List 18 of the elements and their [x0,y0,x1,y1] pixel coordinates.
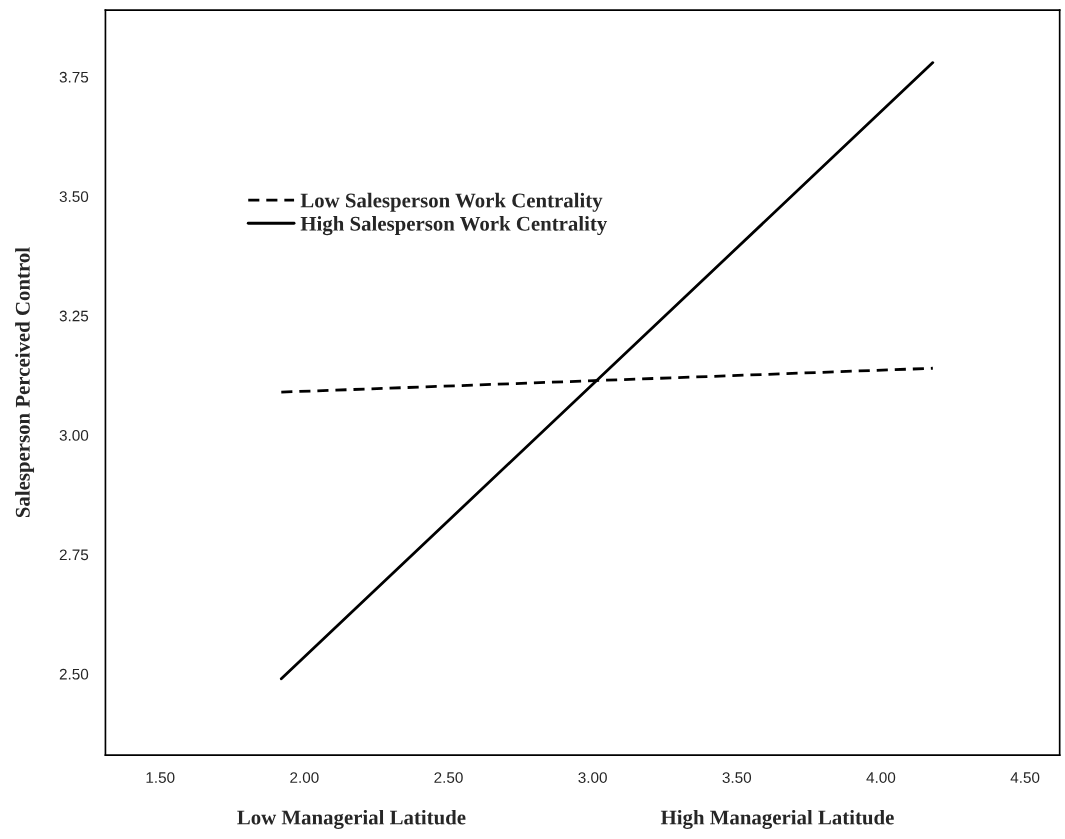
x-tick-label: 4.00 [866,772,896,783]
y-tick-label: 3.50 [59,191,89,203]
text: Low Managerial Latitude [237,809,466,829]
y-tick-label: 3.75 [59,71,89,83]
y-axis-title: Salesperson Perceived Control [15,247,35,518]
x-tick-label: 2.50 [434,772,463,783]
x-tick-label: 4.50 [1010,772,1040,783]
y-tick-label: 3.00 [59,429,89,441]
y-tick-label: 2.50 [59,668,89,680]
x-tick-label: 1.50 [146,772,175,783]
legend-label: Low Salesperson Work Centrality [300,192,603,212]
y-tick-label: 2.75 [59,549,89,561]
y-tick-label: 3.25 [59,310,89,322]
x-tick-label: 3.00 [578,772,607,783]
x-tick-label: 2.00 [290,772,319,783]
text: High Managerial Latitude [660,809,894,829]
legend-label: High Salesperson Work Centrality [300,216,608,236]
x-tick-label: 3.50 [722,772,752,783]
